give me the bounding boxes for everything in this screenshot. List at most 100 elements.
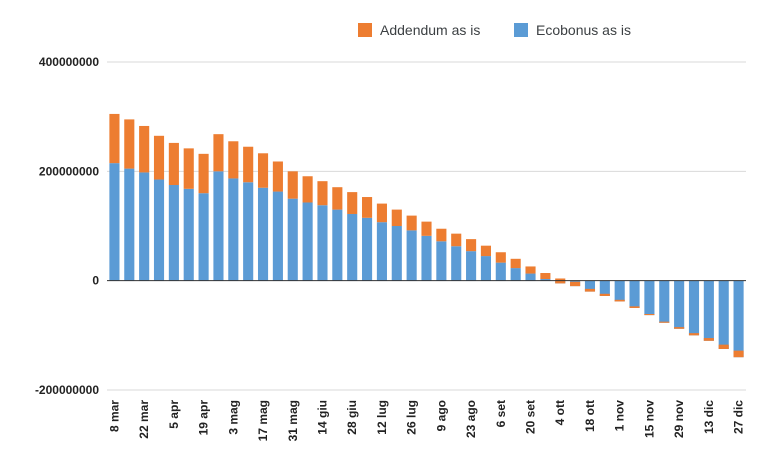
bar-addendum [257, 153, 269, 188]
bar-addendum [421, 221, 432, 236]
bar-addendum [362, 197, 373, 218]
x-axis-ticks: 8 mar 22 mar 5 apr 19 apr 3 mag 17 mag 31 mag 1… [107, 400, 745, 442]
legend-swatch-addendum [358, 23, 372, 37]
x-tick-label: 12 lug [375, 400, 389, 435]
bar-ecobonus [436, 241, 447, 281]
x-tick-label: 13 dic [702, 400, 716, 434]
bar-addendum [213, 134, 224, 172]
bar-ecobonus [153, 179, 165, 281]
bar-addendum [570, 281, 581, 287]
bar-ecobonus [287, 198, 298, 281]
bar-addendum [659, 321, 670, 323]
y-tick-label: 400000000 [39, 55, 99, 69]
bar-ecobonus [362, 217, 373, 281]
bar-addendum [272, 161, 283, 192]
bar-ecobonus [688, 280, 700, 336]
bar-addendum [495, 252, 506, 263]
bar-ecobonus [109, 163, 120, 281]
bar-addendum [480, 245, 491, 257]
bar-ecobonus [495, 262, 506, 281]
y-axis-ticks: 400000000 200000000 0 -200000000 [35, 55, 99, 397]
bar-ecobonus [718, 280, 729, 349]
bar-ecobonus [584, 280, 596, 292]
bar-ecobonus [347, 213, 358, 281]
bar-ecobonus [124, 168, 135, 281]
bar-ecobonus [525, 273, 536, 281]
bar-addendum [287, 171, 298, 199]
x-tick-label: 15 nov [642, 400, 656, 438]
bar-ecobonus [302, 202, 313, 281]
x-tick-label: 27 dic [732, 400, 746, 434]
x-tick-label: 5 apr [167, 400, 181, 429]
bar-addendum [124, 119, 135, 169]
bar-addendum [674, 327, 685, 329]
bar-addendum [703, 338, 714, 341]
x-tick-label: 14 giu [315, 400, 329, 435]
chart-legend: Addendum as is Ecobonus as is [358, 22, 631, 38]
bar-addendum [198, 153, 209, 194]
bar-addendum [644, 314, 655, 316]
x-tick-label: 28 giu [345, 400, 359, 435]
bar-addendum [599, 293, 610, 296]
bar-addendum [540, 273, 551, 280]
bar-addendum [109, 113, 120, 164]
bar-ecobonus [599, 280, 610, 296]
bars [109, 113, 744, 358]
bar-addendum [391, 209, 402, 226]
y-tick-label: 0 [92, 274, 99, 288]
x-tick-label: 23 ago [464, 400, 478, 438]
bar-ecobonus [421, 235, 432, 281]
bar-ecobonus [228, 178, 239, 281]
bar-ecobonus [451, 246, 462, 281]
bar-ecobonus [391, 226, 402, 281]
x-tick-label: 29 nov [672, 400, 686, 438]
bar-addendum [332, 187, 343, 210]
bar-addendum [317, 181, 328, 206]
bar-ecobonus [480, 256, 491, 281]
bar-addendum [228, 141, 239, 179]
bar-addendum [347, 192, 358, 214]
bar-ecobonus [674, 280, 685, 329]
bar-addendum [614, 299, 625, 302]
x-tick-label: 1 nov [613, 400, 627, 432]
bar-addendum [451, 233, 462, 247]
x-tick-label: 22 mar [137, 400, 151, 439]
y-tick-label: -200000000 [35, 383, 99, 397]
bar-addendum [183, 148, 194, 189]
x-tick-label: 18 ott [583, 400, 597, 432]
bar-addendum [510, 258, 521, 269]
bar-ecobonus [376, 222, 387, 281]
bar-addendum [302, 176, 313, 203]
bar-addendum [718, 344, 729, 349]
bar-addendum [629, 306, 640, 308]
x-tick-label: 19 apr [197, 400, 211, 436]
x-tick-label: 20 set [524, 400, 538, 434]
bar-addendum [406, 215, 417, 231]
bar-ecobonus [659, 280, 670, 323]
bar-ecobonus [510, 268, 521, 281]
bar-addendum [168, 142, 179, 185]
bar-ecobonus [703, 280, 714, 341]
bar-ecobonus [466, 251, 477, 281]
bar-ecobonus [243, 182, 254, 281]
bar-ecobonus [213, 171, 224, 281]
bar-ecobonus [168, 185, 179, 281]
bar-ecobonus [644, 280, 655, 316]
bar-ecobonus [540, 279, 551, 281]
bar-ecobonus [317, 205, 328, 281]
bar-addendum [688, 333, 700, 336]
bar-ecobonus [733, 280, 744, 358]
bar-ecobonus [257, 187, 269, 281]
bar-addendum [466, 239, 477, 252]
bar-ecobonus [406, 230, 417, 281]
bar-addendum [525, 266, 536, 274]
bar-ecobonus [198, 193, 209, 281]
bar-ecobonus [139, 172, 150, 281]
bar-addendum [139, 125, 150, 173]
bar-ecobonus [183, 188, 194, 281]
bar-ecobonus [272, 191, 283, 281]
x-tick-label: 4 ott [553, 400, 567, 425]
x-tick-label: 6 set [494, 400, 508, 427]
bar-addendum [376, 203, 387, 223]
